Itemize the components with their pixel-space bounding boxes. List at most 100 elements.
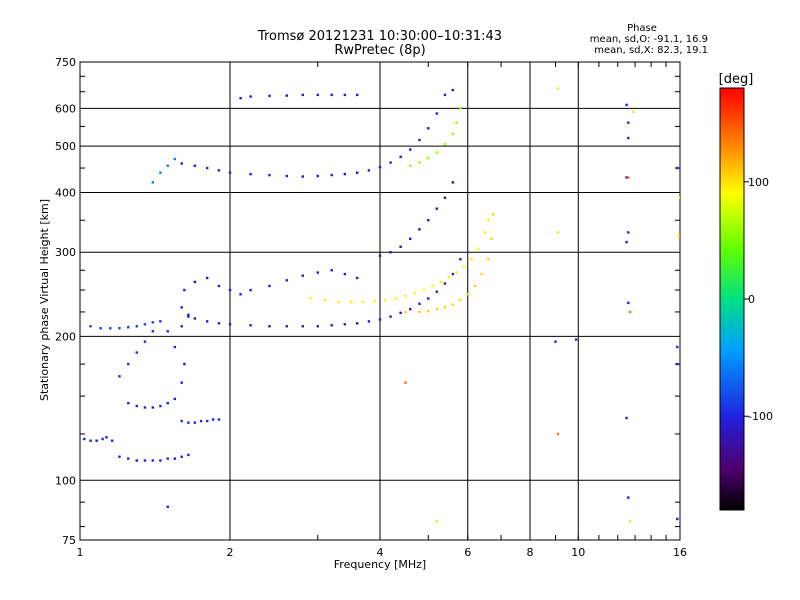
data-point — [435, 207, 438, 210]
data-point — [343, 272, 347, 276]
colorbar-tick-label: 100 — [748, 176, 769, 189]
data-point — [151, 321, 155, 324]
x-tick-label: 8 — [527, 546, 534, 559]
data-point — [180, 381, 183, 384]
data-point — [268, 284, 271, 288]
data-point — [399, 311, 402, 315]
data-point — [418, 138, 421, 142]
data-point — [492, 213, 495, 216]
data-point — [627, 176, 630, 179]
axis-ticks: 1 2 4 6 8 10 16 75 100 200 300 400 500 600 750 — [55, 56, 687, 559]
data-point — [228, 171, 232, 174]
data-point — [384, 299, 387, 302]
data-point — [435, 520, 438, 523]
data-point — [443, 306, 447, 309]
data-point — [422, 288, 426, 292]
data-point — [343, 93, 347, 97]
data-point — [316, 174, 319, 178]
data-point — [135, 325, 138, 328]
data-point — [373, 299, 376, 303]
data-point — [676, 166, 679, 170]
data-point — [127, 457, 130, 460]
data-point — [268, 94, 271, 98]
colorbar-ticks: 100 0 -100 — [744, 176, 773, 423]
data-point — [205, 419, 209, 423]
data-point — [173, 157, 177, 161]
data-point — [173, 345, 177, 349]
data-point — [301, 175, 305, 178]
data-point — [193, 421, 197, 424]
data-point — [180, 325, 183, 328]
data-point — [105, 436, 108, 439]
y-tick-label: 600 — [55, 102, 76, 115]
data-point — [217, 322, 221, 325]
data-point — [166, 164, 169, 167]
data-point — [487, 219, 490, 222]
data-point — [151, 459, 155, 462]
data-point — [427, 127, 430, 130]
data-point — [627, 121, 630, 124]
data-point — [418, 302, 421, 305]
data-point — [187, 421, 190, 424]
data-point — [159, 171, 162, 174]
x-tick-label: 2 — [227, 546, 234, 559]
data-point — [217, 169, 221, 172]
data-point — [316, 325, 319, 328]
data-point — [187, 315, 190, 318]
y-tick-label: 100 — [55, 474, 76, 487]
data-point — [443, 282, 447, 285]
data-point — [459, 299, 462, 302]
data-point — [173, 457, 177, 460]
data-point — [459, 107, 462, 110]
data-point — [480, 272, 483, 276]
data-point — [118, 455, 121, 458]
data-point — [89, 325, 92, 328]
data-point — [409, 237, 412, 241]
data-point — [556, 87, 560, 90]
data-point — [239, 96, 242, 100]
data-point — [455, 121, 458, 124]
data-point — [166, 330, 169, 333]
x-tick-label: 1 — [77, 546, 84, 559]
data-point — [166, 457, 169, 460]
data-point — [316, 93, 319, 97]
data-point — [343, 172, 347, 176]
data-point — [483, 231, 487, 234]
data-point — [349, 300, 353, 304]
data-points — [83, 87, 680, 523]
data-point — [337, 300, 340, 304]
data-point — [367, 169, 371, 172]
data-point — [378, 254, 382, 257]
data-point — [554, 340, 557, 343]
data-point — [330, 324, 333, 327]
data-point — [389, 315, 392, 318]
data-point — [127, 362, 130, 366]
data-point — [180, 455, 183, 458]
y-tick-label: 300 — [55, 246, 76, 259]
y-tick-label: 400 — [55, 186, 76, 199]
data-point — [435, 112, 438, 115]
data-point — [118, 327, 121, 330]
data-point — [135, 351, 138, 354]
data-point — [628, 520, 632, 523]
data-point — [556, 231, 560, 234]
data-point — [451, 303, 455, 306]
data-point — [404, 381, 407, 384]
data-point — [394, 297, 397, 300]
data-point — [217, 284, 221, 288]
data-point — [677, 234, 680, 237]
data-point — [330, 269, 333, 272]
data-point — [627, 136, 630, 140]
data-point — [676, 362, 679, 366]
data-point — [143, 406, 147, 409]
data-point — [418, 228, 421, 231]
data-point — [435, 151, 438, 154]
data-point — [301, 93, 305, 97]
chart-title: Tromsø 20121231 10:30:00–10:31:43 — [257, 29, 502, 44]
data-point — [628, 310, 632, 314]
data-point — [249, 324, 252, 327]
data-point — [83, 437, 86, 441]
data-point — [330, 173, 333, 177]
data-point — [627, 496, 630, 499]
